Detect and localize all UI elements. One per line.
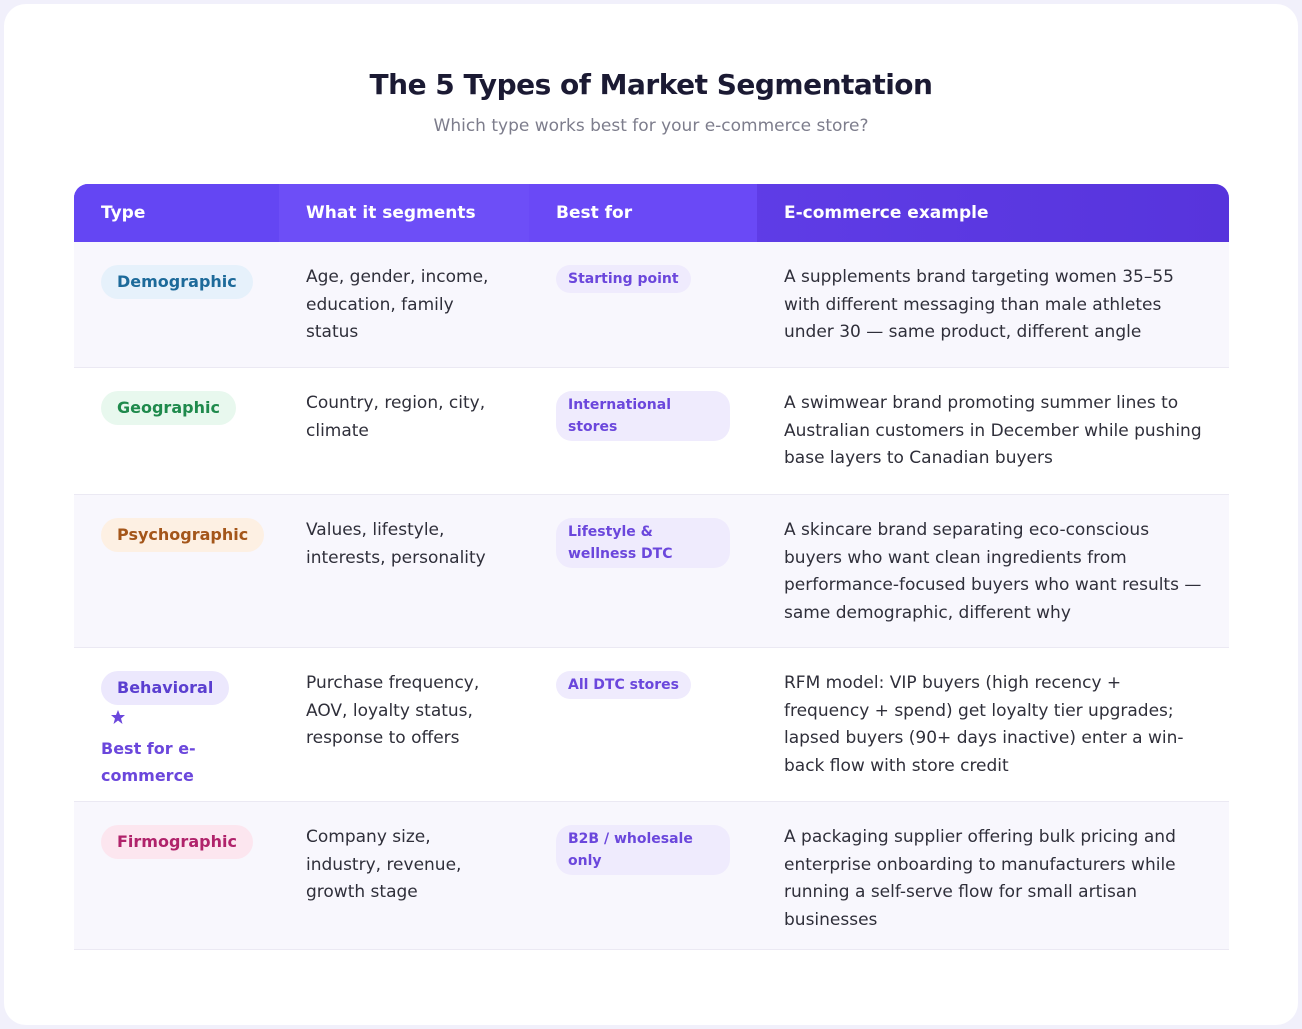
best-for-cell: International stores	[529, 368, 757, 494]
type-badge: Demographic	[101, 265, 253, 299]
best-for-cell: Lifestyle & wellness DTC	[529, 495, 757, 647]
star-icon	[111, 710, 125, 724]
example-cell: A supplements brand targeting women 35–5…	[784, 267, 1174, 342]
type-badge: Behavioral	[101, 671, 230, 705]
example-cell: A swimwear brand promoting summer lines …	[784, 393, 1202, 468]
best-for-pill: Lifestyle & wellness DTC	[556, 518, 730, 568]
segments-cell: Country, region, city, climate	[306, 393, 486, 441]
best-for-pill: International stores	[556, 391, 730, 441]
type-badge: Geographic	[101, 391, 236, 425]
best-for-pill: All DTC stores	[556, 671, 692, 699]
segments-cell: Values, lifestyle, interests, personalit…	[306, 520, 486, 568]
title: The 5 Types of Market Segmentation	[369, 68, 933, 101]
table-body: Demographic Age, gender, income, educatio…	[74, 242, 1229, 950]
table-header: Type What it segments Best for E-commerc…	[74, 184, 1229, 242]
type-badge: Psychographic	[101, 518, 265, 552]
segments-cell: Age, gender, income, education, family s…	[306, 267, 489, 342]
type-cell: Firmographic	[74, 802, 279, 949]
best-for-cell: All DTC stores	[529, 648, 757, 801]
type-badge: Firmographic	[101, 825, 253, 859]
type-cell: Geographic	[74, 368, 279, 494]
table-row: Geographic Country, region, city, climate…	[74, 368, 1229, 495]
table-row: Firmographic Company size, industry, reve…	[74, 802, 1229, 950]
subtitle: Which type works best for your e-commerc…	[433, 116, 869, 136]
table: Type What it segments Best for E-commerc…	[74, 184, 1229, 950]
best-for-pill: B2B / wholesale only	[556, 825, 730, 875]
table-row: Behavioral Best for e-commerce Purchase fr…	[74, 648, 1229, 802]
segments-cell: Purchase frequency, AOV, loyalty status,…	[306, 673, 480, 748]
best-note: Best for e-commerce	[101, 738, 196, 785]
example-cell: A skincare brand separating eco-consciou…	[784, 520, 1202, 623]
best-for-cell: B2B / wholesale only	[529, 802, 757, 949]
best-for-pill: Starting point	[556, 265, 691, 293]
type-cell: Behavioral Best for e-commerce	[74, 648, 279, 801]
column-header: Type	[74, 184, 279, 242]
type-cell: Demographic	[74, 242, 279, 367]
column-header: What it segments	[279, 184, 529, 242]
table-row: Demographic Age, gender, income, educatio…	[74, 242, 1229, 368]
example-cell: A packaging supplier offering bulk prici…	[784, 827, 1176, 930]
column-header: Best for	[529, 184, 757, 242]
column-header: E-commerce example	[784, 203, 989, 223]
table-row: Psychographic Values, lifestyle, interest…	[74, 495, 1229, 648]
best-for-cell: Starting point	[529, 242, 757, 367]
type-cell: Psychographic	[74, 495, 279, 647]
segments-cell: Company size, industry, revenue, growth …	[306, 827, 462, 902]
example-cell: RFM model: VIP buyers (high recency + fr…	[784, 673, 1184, 776]
